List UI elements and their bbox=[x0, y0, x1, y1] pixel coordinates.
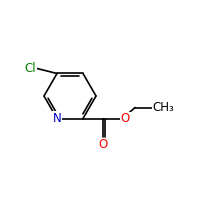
Text: N: N bbox=[53, 112, 61, 125]
Text: Cl: Cl bbox=[25, 62, 36, 75]
Text: O: O bbox=[121, 112, 130, 125]
Text: O: O bbox=[98, 138, 108, 151]
Text: CH₃: CH₃ bbox=[153, 101, 175, 114]
